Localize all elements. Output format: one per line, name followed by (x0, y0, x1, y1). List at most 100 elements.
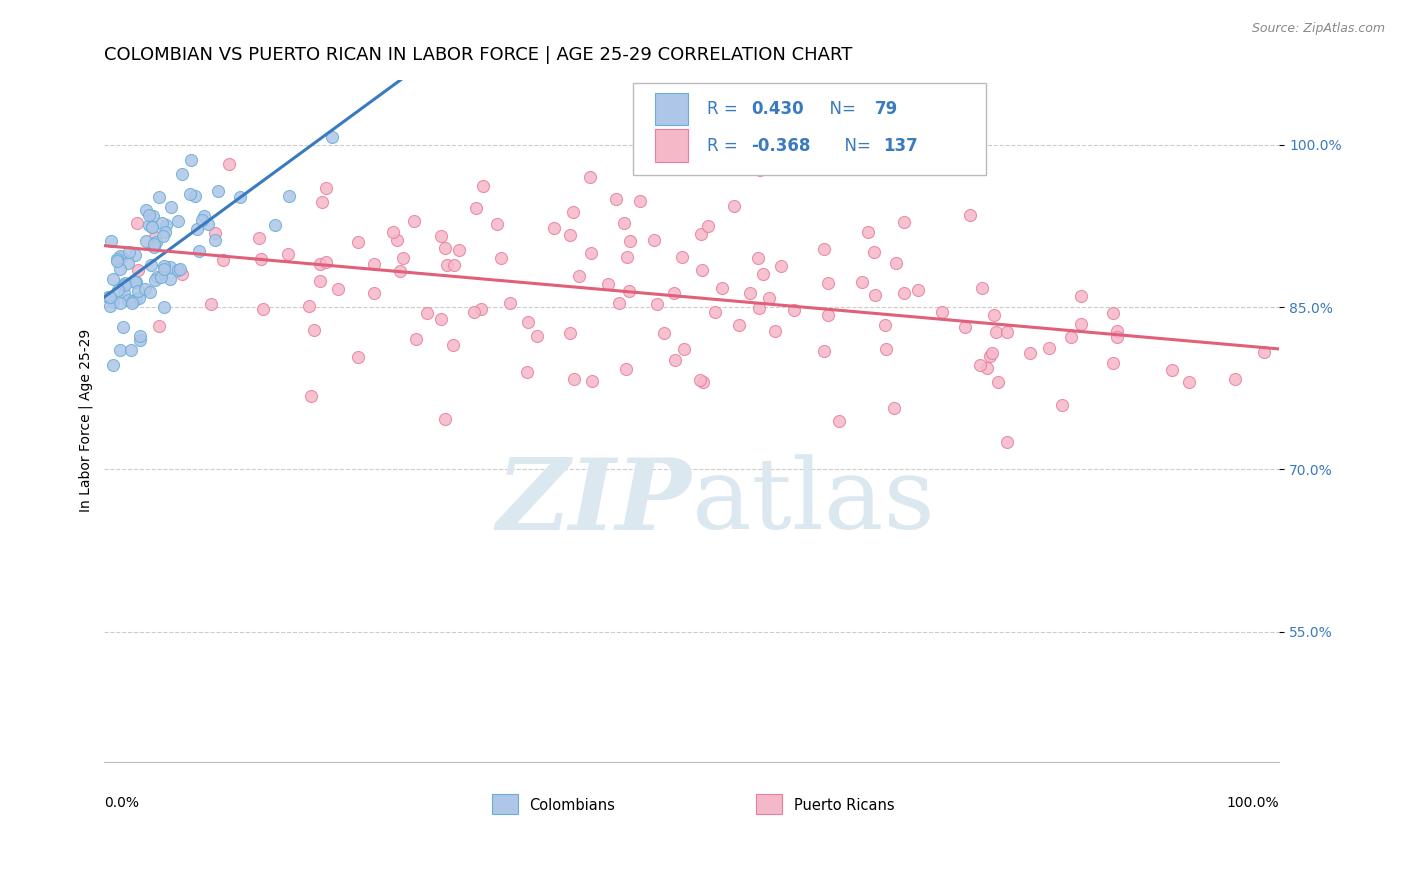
Point (613, 216, 636, 230)
Point (155, 218, 177, 232)
Point (558, 228, 581, 243)
Point (581, 374, 603, 388)
Point (893, 286, 915, 301)
Point (134, 282, 156, 296)
Point (152, 229, 174, 244)
Point (463, 305, 485, 319)
Point (187, 244, 209, 258)
Point (671, 250, 693, 264)
Point (114, 277, 136, 292)
Text: R =: R = (707, 136, 742, 155)
Point (1070, 289, 1092, 303)
Point (381, 226, 404, 240)
Point (758, 292, 780, 306)
Text: -0.368: -0.368 (752, 136, 811, 155)
Point (389, 263, 412, 277)
Point (436, 258, 458, 272)
Y-axis label: In Labor Force | Age 25-29: In Labor Force | Age 25-29 (79, 329, 93, 512)
Point (277, 247, 299, 261)
Point (197, 217, 219, 231)
Point (167, 214, 190, 228)
Point (752, 268, 775, 282)
Point (931, 305, 953, 319)
Point (875, 318, 897, 332)
Point (111, 250, 134, 264)
Point (160, 200, 183, 214)
Point (309, 257, 332, 271)
Point (145, 235, 167, 249)
Point (884, 256, 907, 270)
Point (138, 285, 160, 300)
Point (402, 214, 425, 228)
Point (172, 267, 194, 281)
Point (146, 269, 169, 284)
Point (1253, 345, 1275, 359)
Point (385, 233, 408, 247)
Point (562, 372, 585, 386)
Point (690, 262, 713, 277)
Point (309, 273, 332, 287)
Point (643, 233, 665, 247)
Point (970, 281, 993, 295)
Text: 100.0%: 100.0% (1227, 796, 1279, 810)
Text: N=: N= (818, 100, 860, 118)
Point (121, 295, 143, 310)
Point (347, 235, 370, 250)
Point (347, 351, 370, 365)
Point (690, 227, 713, 242)
Point (127, 285, 149, 299)
Point (980, 346, 1002, 360)
Point (851, 275, 873, 289)
Point (135, 235, 157, 249)
Point (619, 285, 641, 299)
Point (470, 302, 492, 317)
Point (738, 286, 761, 301)
Point (159, 260, 181, 274)
Point (1059, 330, 1081, 344)
Text: N=: N= (834, 136, 876, 155)
Point (108, 249, 131, 263)
Point (607, 296, 630, 310)
Point (148, 189, 170, 203)
Point (499, 296, 522, 310)
Point (299, 389, 322, 403)
Point (568, 268, 591, 283)
Point (122, 293, 145, 308)
Point (986, 325, 1008, 339)
Point (969, 358, 991, 372)
Point (449, 243, 471, 257)
Point (813, 242, 835, 256)
Point (429, 229, 451, 244)
Point (108, 343, 131, 357)
Point (443, 258, 465, 272)
Point (561, 204, 583, 219)
Point (193, 210, 215, 224)
Point (471, 178, 494, 193)
Point (1105, 329, 1128, 343)
Point (1105, 324, 1128, 338)
Point (416, 306, 439, 320)
Point (143, 237, 166, 252)
Point (141, 220, 163, 235)
Point (696, 219, 718, 233)
Point (103, 272, 125, 286)
Bar (655, 128, 688, 161)
Point (311, 194, 333, 209)
Point (229, 190, 252, 204)
Point (108, 296, 131, 310)
Text: 79: 79 (875, 100, 898, 118)
Point (315, 255, 337, 269)
Point (153, 301, 176, 315)
Point (138, 208, 160, 222)
Point (769, 259, 792, 273)
Point (321, 129, 343, 144)
Point (748, 301, 770, 316)
Point (405, 333, 427, 347)
Point (1102, 306, 1125, 320)
Point (856, 225, 879, 239)
Point (749, 163, 772, 178)
Point (543, 220, 565, 235)
Point (179, 187, 201, 202)
Point (218, 156, 240, 170)
Point (169, 261, 191, 276)
